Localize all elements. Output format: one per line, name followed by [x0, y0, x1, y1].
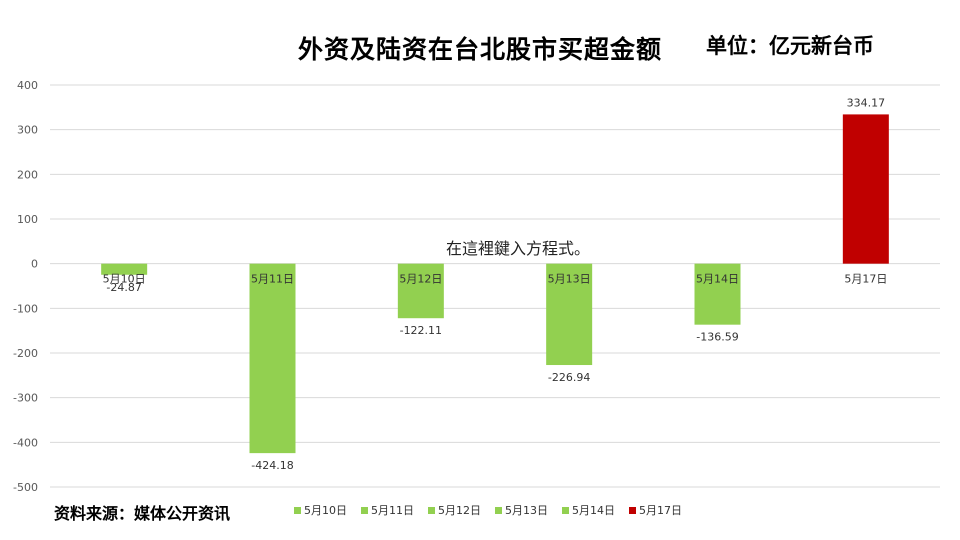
bar — [397, 263, 444, 319]
source-note: 资料来源：媒体公开资讯 — [54, 504, 231, 523]
unit-label: 单位：亿元新台币 — [706, 34, 874, 58]
y-tick-label: -400 — [13, 436, 38, 449]
bar — [101, 263, 148, 275]
legend-item: 5月12日 — [428, 502, 481, 518]
legend-swatch — [495, 506, 502, 514]
y-tick-label: 400 — [17, 79, 38, 92]
legend-label: 5月12日 — [438, 504, 481, 517]
legend: 5月10日 5月11日 5月12日 5月13日 5月14日 5月17日 — [294, 502, 682, 518]
legend-label: 5月13日 — [505, 504, 548, 517]
legend-item: 5月13日 — [495, 502, 548, 518]
bar — [694, 263, 741, 325]
data-label: -24.87 — [106, 281, 141, 294]
legend-item: 5月17日 — [629, 502, 682, 518]
data-label: -136.59 — [696, 331, 738, 344]
x-tick-label: 5月10日 — [103, 273, 146, 286]
legend-swatch — [294, 506, 301, 514]
legend-item: 5月11日 — [361, 502, 414, 518]
data-label: -226.94 — [548, 371, 590, 384]
legend-swatch — [562, 506, 569, 514]
legend-label: 5月17日 — [639, 504, 682, 517]
chart-title: 外资及陆资在台北股市买超金额 — [297, 35, 662, 64]
legend-item: 5月10日 — [294, 502, 347, 518]
x-tick-label: 5月17日 — [844, 273, 887, 286]
legend-swatch — [428, 506, 435, 514]
x-tick-label: 5月14日 — [696, 273, 739, 286]
data-label: -122.11 — [400, 324, 442, 337]
x-tick-label: 5月12日 — [399, 273, 442, 286]
legend-swatch — [629, 506, 636, 514]
x-tick-label: 5月11日 — [251, 273, 294, 286]
y-tick-label: 200 — [17, 168, 38, 181]
bar — [842, 114, 889, 264]
data-label: 334.17 — [847, 96, 886, 109]
x-tick-label: 5月13日 — [548, 273, 591, 286]
y-tick-label: 100 — [17, 213, 38, 226]
y-tick-label: -300 — [13, 392, 38, 405]
legend-label: 5月11日 — [371, 504, 414, 517]
bar — [546, 263, 593, 366]
y-tick-label: 0 — [31, 258, 38, 271]
data-label: -424.18 — [251, 459, 293, 472]
legend-label: 5月10日 — [304, 504, 347, 517]
y-tick-label: -200 — [13, 347, 38, 360]
bar — [249, 263, 296, 454]
legend-label: 5月14日 — [572, 504, 615, 517]
y-tick-label: -500 — [13, 481, 38, 494]
y-tick-label: 300 — [17, 124, 38, 137]
equation-placeholder[interactable]: 在這裡鍵入方程式。 — [446, 239, 591, 258]
legend-swatch — [361, 506, 368, 514]
y-tick-label: -100 — [13, 302, 38, 315]
legend-item: 5月14日 — [562, 502, 615, 518]
